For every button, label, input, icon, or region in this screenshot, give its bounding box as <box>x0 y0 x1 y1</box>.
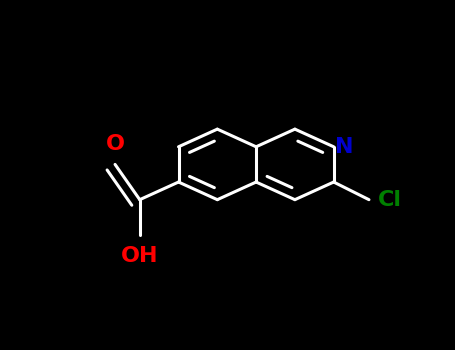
Text: OH: OH <box>121 245 158 266</box>
Text: O: O <box>106 134 125 154</box>
Text: Cl: Cl <box>378 190 402 210</box>
Text: N: N <box>335 137 354 157</box>
